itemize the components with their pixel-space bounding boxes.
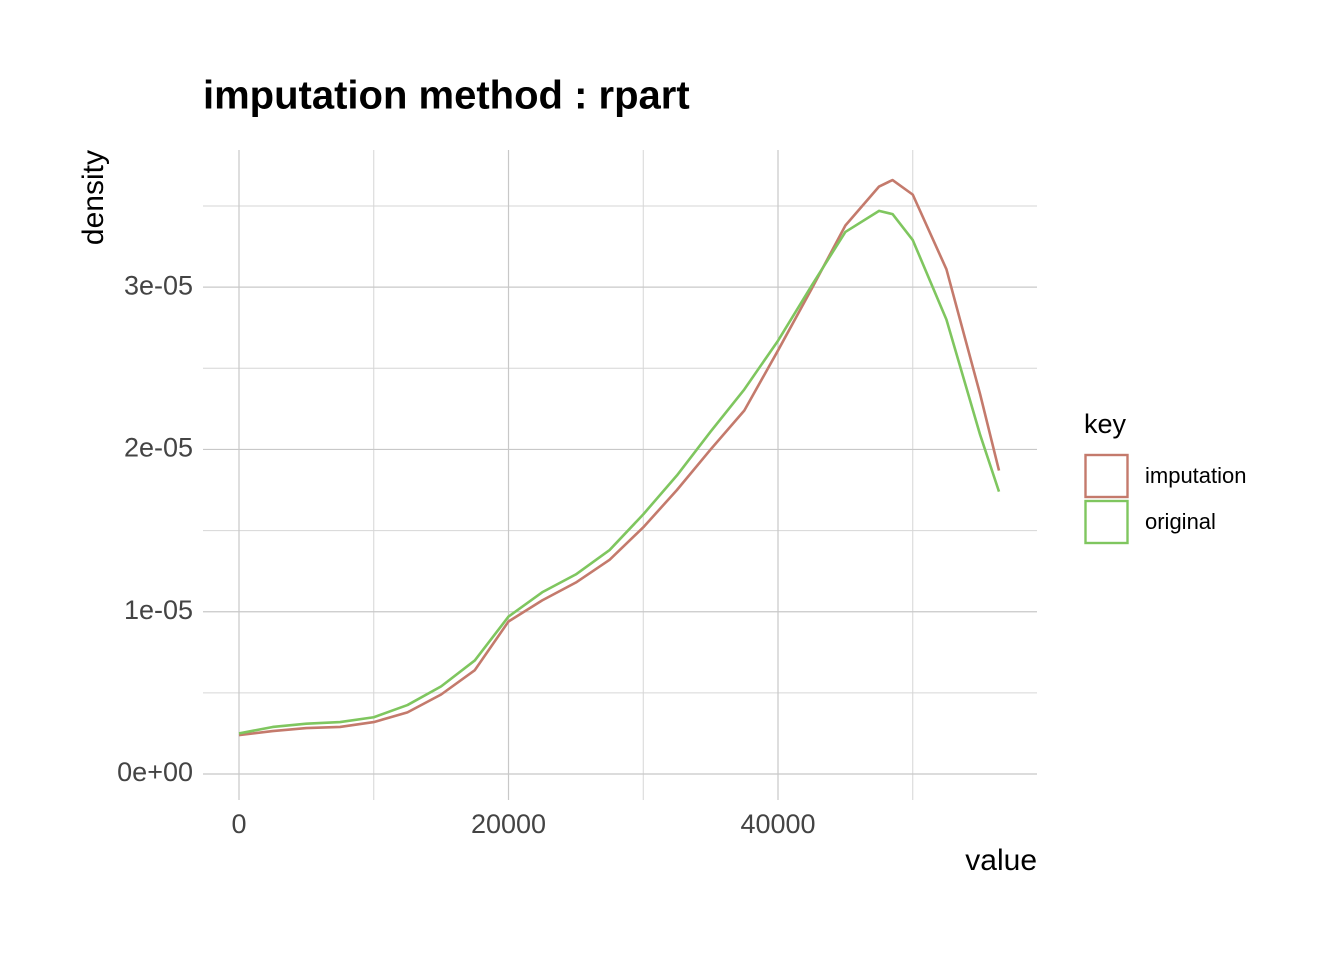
x-axis-label: value [965, 844, 1037, 877]
y-tick-label: 1e-05 [124, 595, 193, 625]
x-tick-label: 20000 [471, 809, 546, 839]
grid [203, 150, 1037, 800]
legend-title: key [1084, 409, 1127, 439]
chart-title: imputation method : rpart [203, 74, 690, 118]
legend-key [1084, 499, 1129, 545]
y-axis-label: density [77, 150, 110, 245]
y-tick-label: 0e+00 [117, 757, 193, 787]
marks [238, 178, 1001, 737]
y-tick-label: 2e-05 [124, 433, 193, 463]
x-tick-label: 0 [231, 809, 246, 839]
density-line [238, 209, 1001, 735]
legend-label: imputation [1145, 463, 1247, 488]
y-tick-label: 3e-05 [124, 270, 193, 300]
density-line [238, 178, 1001, 737]
x-tick-label: 40000 [740, 809, 815, 839]
legend-label: original [1145, 509, 1216, 534]
legend-key [1084, 453, 1129, 499]
